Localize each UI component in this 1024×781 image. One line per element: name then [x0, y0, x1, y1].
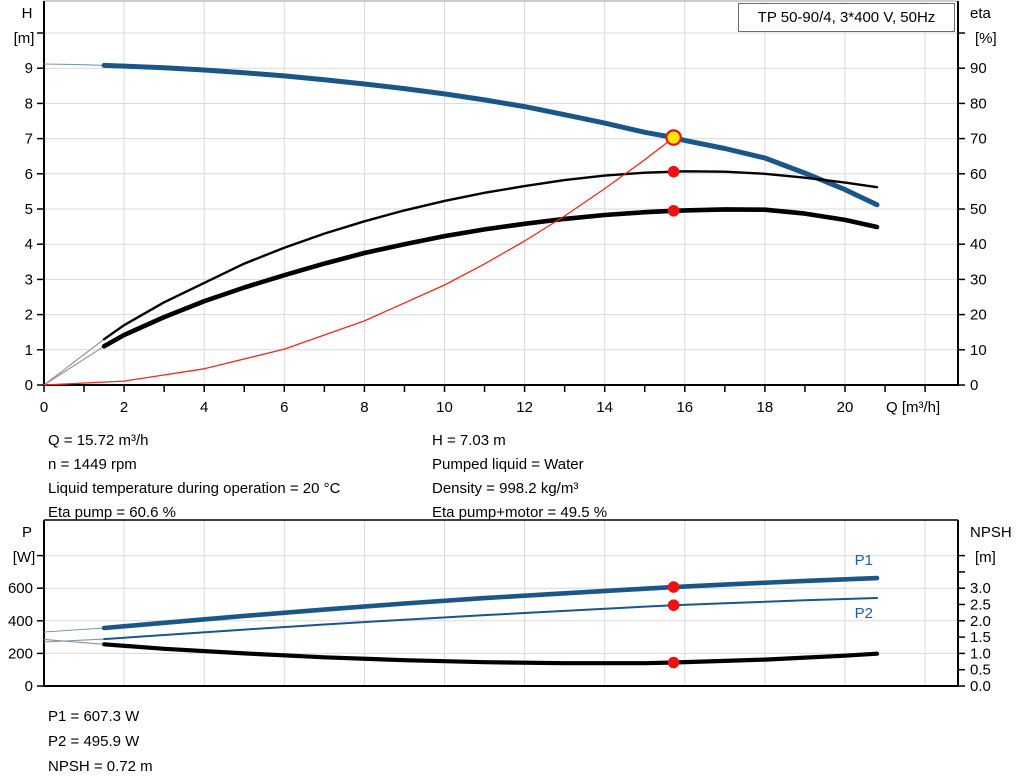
right-axis-unit: [%] [975, 30, 997, 47]
right-tick-label: 0.0 [970, 678, 991, 695]
info-line: Q = 15.72 m³/h [48, 432, 149, 449]
left-tick-label: 7 [25, 131, 33, 148]
right-tick-label: 20 [970, 307, 987, 324]
right-axis-title: NPSH [970, 524, 1012, 541]
eta-pump-motor-curve [101, 207, 880, 349]
x-tick-label: 20 [837, 399, 854, 416]
right-tick-label: 60 [970, 166, 987, 183]
eta-pump-motor-curve-leader [43, 345, 105, 386]
right-tick-label: 80 [970, 95, 987, 112]
x-tick-label: 4 [200, 399, 208, 416]
qh-curve-leader [43, 63, 105, 66]
duty-info-right: H = 7.03 m Pumped liquid = Water Density =… [432, 429, 607, 525]
left-tick-label: 1 [25, 342, 33, 359]
operating-dot [667, 599, 680, 611]
left-tick-label: 3 [25, 271, 33, 288]
x-tick-label: 6 [280, 399, 288, 416]
left-tick-label: 400 [8, 613, 33, 630]
right-tick-label: 50 [970, 201, 987, 218]
left-axis-unit: [W] [13, 549, 36, 566]
operating-dot [667, 204, 680, 217]
left-tick-label: 2 [25, 307, 33, 324]
operating-dot [667, 656, 680, 669]
right-tick-label: 90 [970, 60, 987, 77]
right-tick-label: 2.0 [970, 613, 991, 630]
x-tick-label: 12 [516, 399, 533, 416]
pump-title: TP 50-90/4, 3*400 V, 50Hz [757, 9, 936, 26]
info-line: Eta pump+motor = 49.5 % [432, 504, 608, 521]
right-tick-label: 70 [970, 131, 987, 148]
npsh-curve [102, 642, 880, 666]
right-tick-label: 1.0 [970, 645, 991, 662]
x-tick-label: 0 [40, 399, 48, 416]
info-line: n = 1449 rpm [48, 456, 137, 473]
right-tick-label: 40 [970, 236, 987, 253]
right-axis-unit: [m] [975, 549, 996, 566]
duty-info-left: Q = 15.72 m³/h n = 1449 rpm Liquid tempera… [48, 429, 340, 525]
x-tick-label: 2 [120, 399, 128, 416]
x-axis-title: Q [m³/h] [886, 399, 940, 416]
left-tick-label: 4 [25, 236, 33, 253]
left-tick-label: 0 [25, 377, 33, 394]
left-tick-label: 8 [25, 95, 33, 112]
info-line: H = 7.03 m [432, 432, 506, 449]
left-tick-label: 200 [8, 645, 33, 662]
duty-point-marker [665, 129, 682, 146]
left-tick-label: 5 [25, 201, 33, 218]
info-line: Density = 998.2 kg/m³ [432, 480, 579, 497]
operating-dot [667, 165, 680, 178]
left-axis-title: P [22, 524, 32, 541]
eta-pump-curve [102, 170, 879, 341]
x-tick-label: 10 [436, 399, 453, 416]
info-line: Liquid temperature during operation = 20… [48, 480, 341, 497]
info-line: NPSH = 0.72 m [48, 758, 153, 775]
right-tick-label: 1.5 [970, 629, 991, 646]
left-axis-unit: [m] [14, 30, 35, 47]
eta-pump-curve-leader [43, 338, 105, 386]
info-line: P2 = 495.9 W [48, 733, 140, 750]
info-line: Eta pump = 60.6 % [48, 504, 176, 521]
right-tick-label: 0.5 [970, 662, 991, 679]
right-tick-label: 3.0 [970, 580, 991, 597]
power-npsh-info: P1 = 607.3 W P2 = 495.9 W NPSH = 0.72 m [48, 704, 153, 779]
right-tick-label: 0 [970, 377, 978, 394]
p1-curve [101, 575, 880, 631]
system-curve [43, 136, 674, 386]
left-tick-label: 6 [25, 166, 33, 183]
left-tick-label: 0 [25, 678, 33, 695]
right-axis-title: eta [970, 5, 992, 22]
info-line: Pumped liquid = Water [432, 456, 584, 473]
right-tick-label: 10 [970, 342, 987, 359]
p1-curve-leader [43, 627, 105, 633]
right-tick-label: 2.5 [970, 597, 991, 614]
qh-curve [101, 62, 880, 208]
info-line: P1 = 607.3 W [48, 708, 140, 725]
x-tick-label: 14 [596, 399, 613, 416]
series-label-p1: P1 [855, 552, 873, 569]
series-label-p2: P2 [855, 605, 873, 622]
p2-curve-leader [43, 638, 105, 643]
left-tick-label: 9 [25, 60, 33, 77]
right-tick-label: 30 [970, 271, 987, 288]
pump-title-box: TP 50-90/4, 3*400 V, 50Hz [738, 3, 955, 32]
x-tick-label: 16 [676, 399, 693, 416]
left-tick-label: 600 [8, 580, 33, 597]
operating-dot [667, 581, 680, 593]
p2-curve [103, 597, 878, 641]
x-tick-label: 18 [757, 399, 774, 416]
left-axis-title: H [22, 5, 33, 22]
x-tick-label: 8 [360, 399, 368, 416]
npsh-curve-leader [43, 638, 105, 645]
